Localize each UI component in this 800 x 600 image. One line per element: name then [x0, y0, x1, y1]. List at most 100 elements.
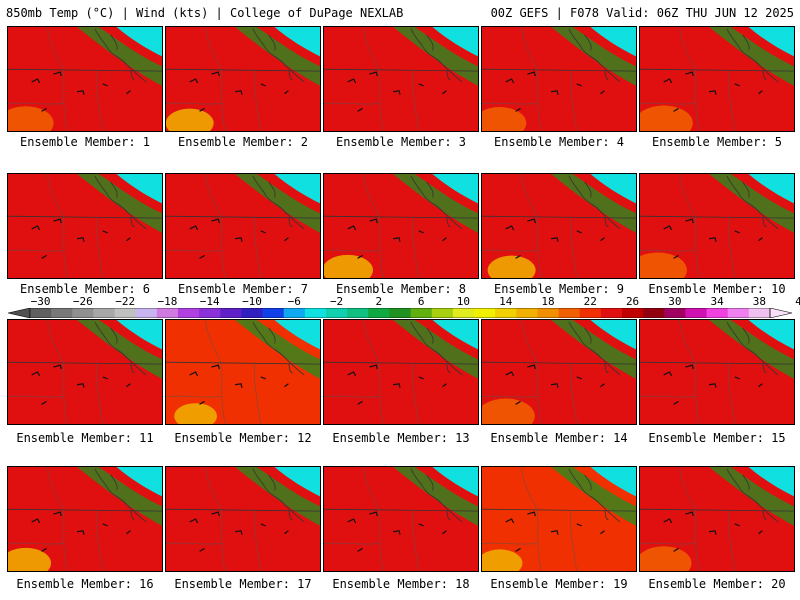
colorbar-tick-label: −18	[157, 295, 178, 308]
coastline	[568, 28, 621, 83]
temperature-field	[482, 467, 636, 571]
colorbar-bin	[135, 308, 158, 318]
temperature-field	[324, 27, 478, 131]
border-line	[8, 68, 162, 72]
state-lines	[8, 320, 104, 424]
border-line	[324, 68, 478, 72]
colorbar-tick-label: 42	[795, 295, 800, 308]
temperature-field	[640, 27, 794, 131]
coastline	[568, 175, 621, 230]
header-title: 850mb Temp (°C) | Wind (kts) | College o…	[6, 6, 404, 20]
temperature-field	[8, 174, 162, 278]
cold-region	[748, 174, 794, 204]
colorbar-bin	[474, 308, 496, 318]
colorbar-bin	[178, 308, 200, 318]
wind-barbs	[663, 511, 763, 552]
ensemble-member-map	[481, 319, 637, 425]
colorbar-bin	[72, 308, 94, 318]
warm-core	[640, 105, 693, 131]
colorbar-outline	[29, 308, 771, 318]
temperature-field	[166, 320, 320, 424]
border-line	[166, 361, 320, 365]
cold-region	[590, 27, 636, 57]
colorbar-bin	[156, 308, 179, 318]
cold-region	[116, 174, 162, 204]
coastline	[94, 28, 147, 83]
coastline	[726, 321, 779, 376]
colorbar-tick-label: −30	[30, 295, 51, 308]
temperature-field	[8, 27, 162, 131]
state-lines	[8, 174, 104, 278]
colorbar-tick-label: −22	[115, 295, 136, 308]
coastline	[252, 28, 305, 83]
warm-core	[166, 108, 214, 131]
colorbar-tick-labels: −30 −26 −22 −18 −14 −10 −6 −2 2 6 10 14 18 22 26 30 34 38…	[0, 296, 800, 308]
border-line	[482, 215, 636, 219]
wind-barbs	[505, 218, 605, 259]
ensemble-member-map	[481, 466, 637, 572]
wind-barbs	[189, 71, 289, 112]
ensemble-member-label: Ensemble Member: 7	[177, 282, 309, 296]
ensemble-member-map	[7, 26, 163, 132]
warm-core	[8, 250, 71, 278]
ensemble-member-label: Ensemble Member: 12	[174, 431, 312, 445]
border-line	[8, 215, 162, 219]
wind-barbs	[663, 364, 763, 405]
temperature-field	[640, 174, 794, 278]
colorbar-tick-label: 30	[668, 295, 682, 308]
state-lines	[640, 320, 736, 424]
colorbar-bin	[347, 308, 369, 318]
cold-region	[274, 27, 320, 57]
ensemble-member-label: Ensemble Member: 14	[490, 431, 628, 445]
state-lines	[324, 27, 420, 131]
warm-core	[487, 255, 536, 278]
colorbar-bin	[241, 308, 263, 318]
state-lines	[482, 467, 578, 571]
temperature-field	[8, 320, 162, 424]
ensemble-member-label: Ensemble Member: 17	[174, 577, 312, 591]
colorbar-bin	[685, 308, 707, 318]
colorbar-bin	[748, 308, 771, 318]
warm-core	[640, 396, 702, 424]
colorbar-tick-label: 34	[710, 295, 724, 308]
header-valid-time: 00Z GEFS | F078 Valid: 06Z THU JUN 12 20…	[490, 6, 794, 20]
colorbar-low-arrow	[7, 308, 31, 318]
ensemble-member-label: Ensemble Member: 5	[651, 135, 783, 149]
border-line	[640, 508, 794, 512]
coastline	[568, 468, 621, 523]
state-lines	[324, 320, 420, 424]
state-lines	[324, 174, 420, 278]
warm-core	[324, 103, 386, 131]
colorbar-tick-label: −6	[287, 295, 301, 308]
wind-barbs	[31, 218, 131, 259]
state-lines	[166, 174, 262, 278]
cold-region	[116, 320, 162, 350]
colorbar-bins	[7, 308, 793, 318]
wind-barbs	[505, 364, 605, 405]
ensemble-member-label: Ensemble Member: 2	[177, 135, 309, 149]
border-line	[324, 508, 478, 512]
wind-barbs	[663, 218, 763, 259]
state-lines	[640, 467, 736, 571]
temperature-field	[640, 320, 794, 424]
wind-barbs	[189, 218, 289, 259]
cold-region	[432, 467, 478, 497]
ensemble-member-map	[639, 466, 795, 572]
border-line	[640, 68, 794, 72]
ensemble-member-label: Ensemble Member: 20	[648, 577, 786, 591]
state-lines	[640, 174, 736, 278]
ensemble-member-label: Ensemble Member: 11	[16, 431, 154, 445]
temperature-field	[324, 467, 478, 571]
cold-region	[274, 174, 320, 204]
border-line	[640, 361, 794, 365]
ensemble-member-label: Ensemble Member: 10	[648, 282, 786, 296]
ensemble-member-label: Ensemble Member: 15	[648, 431, 786, 445]
coastline	[726, 28, 779, 83]
ensemble-member-label: Ensemble Member: 16	[16, 577, 154, 591]
warm-core	[640, 252, 687, 278]
warm-core	[324, 396, 375, 424]
colorbar-bin	[199, 308, 221, 318]
cold-region	[590, 467, 636, 497]
border-line	[482, 361, 636, 365]
temperature-field	[640, 467, 794, 571]
